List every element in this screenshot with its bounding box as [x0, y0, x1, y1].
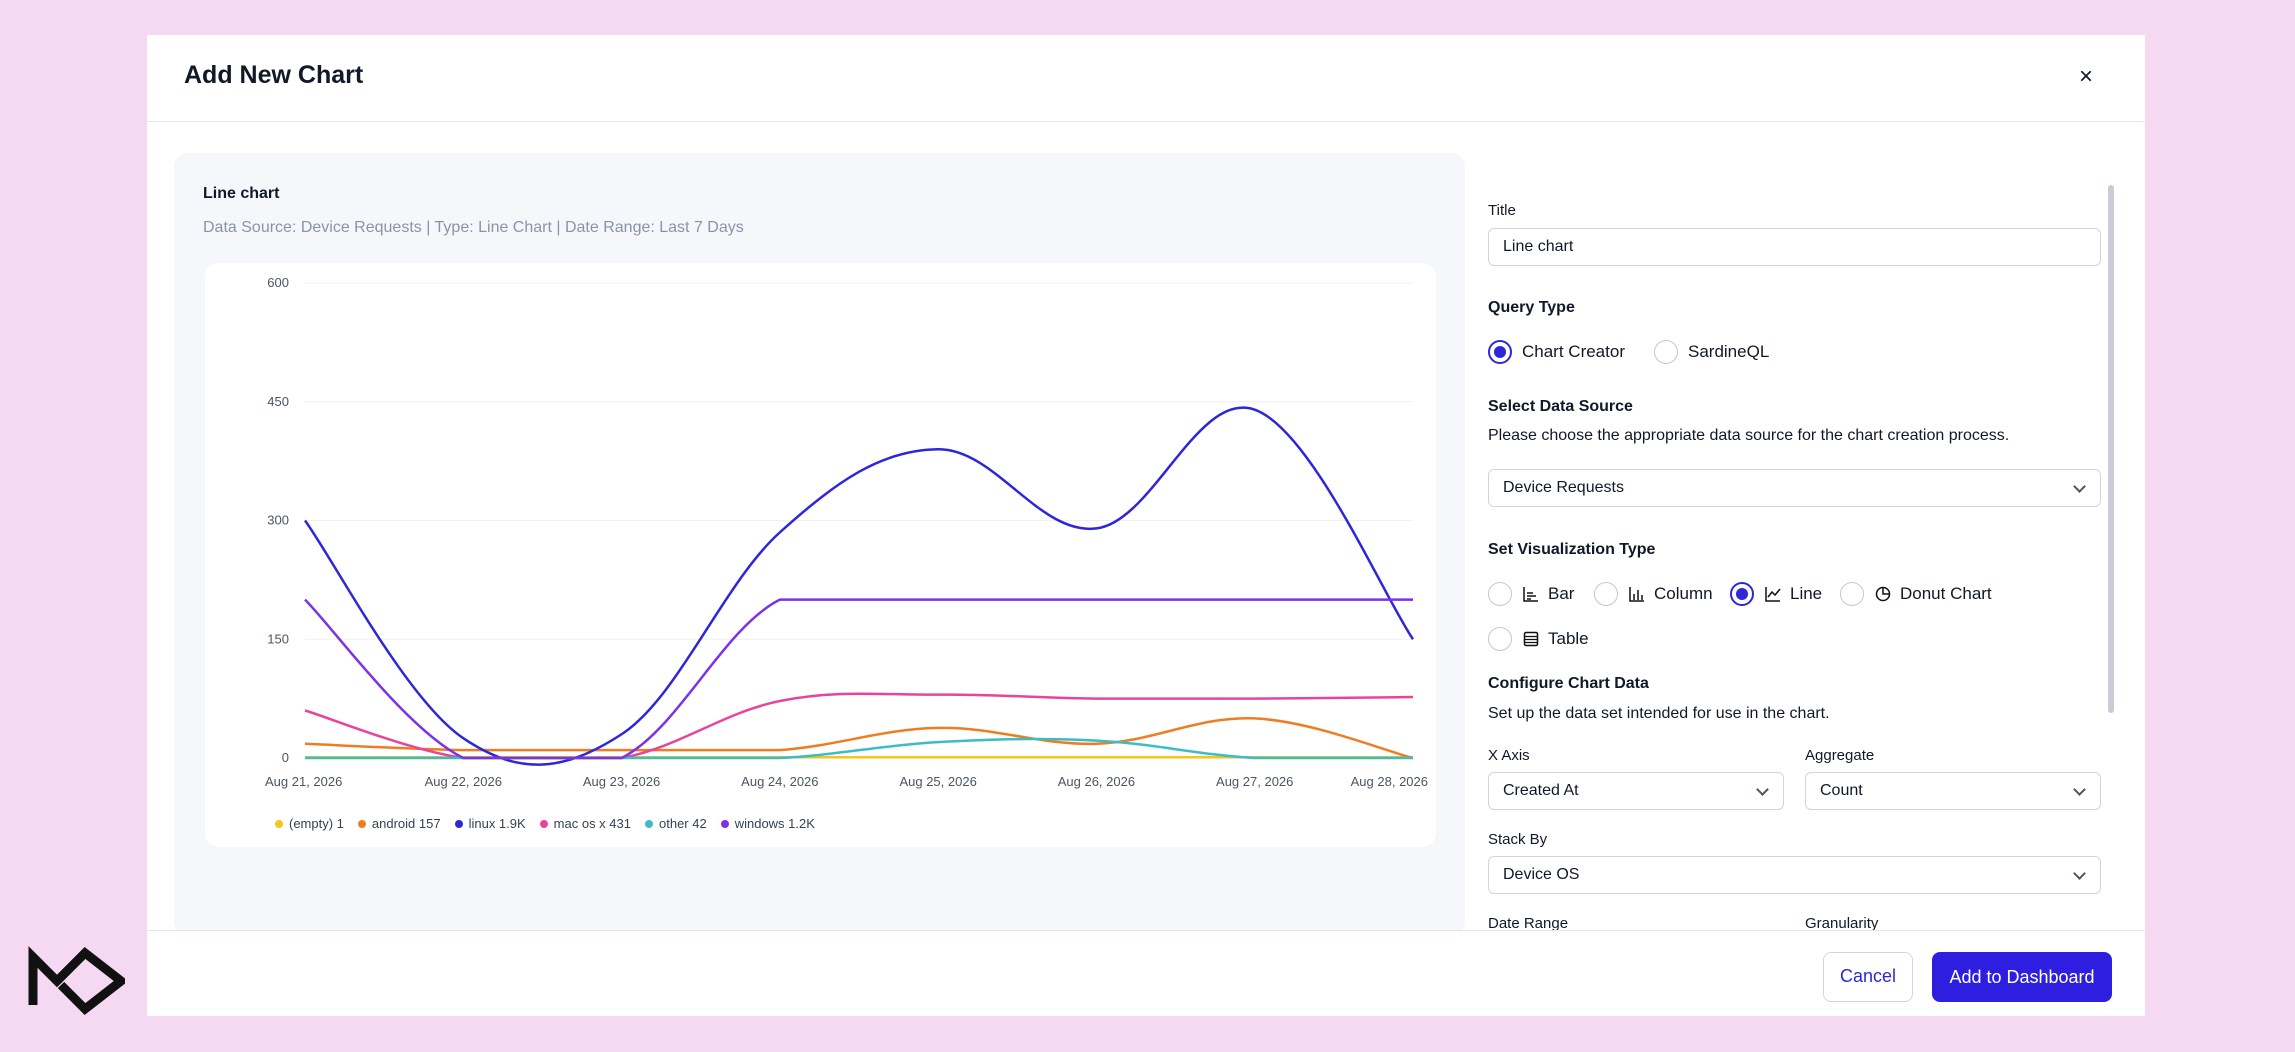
x-axis-label: X Axis	[1488, 747, 1530, 764]
chart-card: 0 150 300 450 600 Aug 21, 2026 Aug 22, 2026 Aug…	[205, 263, 1436, 847]
legend-label: (empty) 1	[289, 816, 344, 831]
legend-item[interactable]: android 157	[357, 816, 441, 831]
legend-dot-icon	[539, 819, 548, 828]
x-tick-label: Aug 21, 2026	[265, 774, 342, 789]
y-tick-label: 600	[267, 275, 289, 290]
vis-option-label: Bar	[1548, 584, 1575, 603]
x-tick-label: Aug 22, 2026	[425, 774, 502, 789]
radio-icon[interactable]	[1488, 627, 1512, 651]
data-source-select[interactable]: Device Requests	[1488, 469, 2101, 507]
vis-option-donut[interactable]: Donut Chart	[1840, 582, 1992, 606]
line-chart-icon	[1765, 587, 1781, 602]
configure-label: Configure Chart Data	[1488, 675, 1649, 692]
legend-dot-icon	[357, 819, 366, 828]
radio-icon[interactable]	[1840, 582, 1864, 606]
stack-by-select[interactable]: Device OS	[1488, 856, 2101, 894]
query-option-label: SardineQL	[1688, 342, 1770, 361]
radio-icon[interactable]	[1594, 582, 1618, 606]
configure-hint: Set up the data set intended for use in …	[1488, 705, 1830, 722]
query-type-label: Query Type	[1488, 299, 1575, 316]
y-tick-label: 150	[267, 631, 289, 646]
query-option-sardineql[interactable]: SardineQL	[1654, 340, 1769, 364]
legend-dot-icon	[275, 819, 283, 828]
legend-label: android 157	[371, 816, 441, 831]
title-label: Title	[1488, 202, 1516, 219]
x-tick-label: Aug 27, 2026	[1216, 774, 1293, 789]
legend-item[interactable]: linux 1.9K	[454, 816, 526, 831]
legend-label: windows 1.2K	[734, 816, 815, 831]
radio-selected-icon[interactable]	[1488, 340, 1512, 364]
data-source-hint: Please choose the appropriate data sourc…	[1488, 427, 2010, 444]
chart-config-form: Title Line chart Query Type Chart Creato…	[1488, 153, 2118, 935]
add-chart-modal: Add New Chart × Line chart Data Source: …	[147, 35, 2145, 1016]
series-line-mac-os-x[interactable]	[304, 692, 1414, 760]
vis-option-line[interactable]: Line	[1730, 582, 1822, 606]
legend-item[interactable]: (empty) 1	[275, 816, 344, 831]
radio-selected-icon[interactable]	[1730, 582, 1754, 606]
preview-title: Line chart	[203, 185, 280, 202]
legend-item[interactable]: windows 1.2K	[720, 816, 815, 831]
legend-dot-icon	[720, 819, 729, 828]
vis-option-label: Line	[1790, 584, 1823, 603]
y-tick-label: 0	[282, 750, 289, 765]
preview-subtitle: Data Source: Device Requests | Type: Lin…	[203, 219, 744, 236]
brand-logo-icon	[28, 946, 125, 1015]
line-chart: 0 150 300 450 600 Aug 21, 2026 Aug 22, 2026 Aug…	[265, 275, 1428, 789]
legend-label: other 42	[659, 816, 707, 831]
radio-icon[interactable]	[1654, 340, 1678, 364]
legend-dot-icon	[645, 819, 653, 828]
vis-option-label: Column	[1654, 584, 1713, 603]
series-line-android[interactable]	[304, 717, 1414, 760]
form-scrollbar[interactable]	[2108, 185, 2114, 713]
x-tick-label: Aug 28, 2026	[1351, 774, 1428, 789]
radio-icon[interactable]	[1488, 582, 1512, 606]
aggregate-select[interactable]: Count	[1805, 772, 2101, 810]
legend-item[interactable]: mac os x 431	[539, 816, 631, 831]
add-to-dashboard-button[interactable]: Add to Dashboard	[1932, 952, 2112, 1002]
modal-header: Add New Chart ×	[147, 35, 2145, 122]
query-option-chart-creator[interactable]: Chart Creator	[1488, 340, 1625, 364]
x-tick-label: Aug 25, 2026	[899, 774, 976, 789]
x-axis-select[interactable]: Created At	[1488, 772, 1784, 810]
modal-title: Add New Chart	[184, 61, 364, 89]
modal-footer: Cancel Add to Dashboard	[147, 930, 2145, 1016]
x-tick-label: Aug 23, 2026	[583, 774, 660, 789]
column-chart-icon	[1629, 587, 1644, 602]
vis-option-column[interactable]: Column	[1594, 582, 1713, 606]
x-tick-label: Aug 24, 2026	[741, 774, 818, 789]
query-option-label: Chart Creator	[1522, 342, 1625, 361]
donut-chart-icon	[1875, 586, 1891, 602]
close-icon[interactable]: ×	[2078, 63, 2093, 90]
series-line-windows[interactable]	[304, 598, 1413, 760]
vis-option-label: Donut Chart	[1900, 584, 1992, 603]
y-tick-label: 450	[267, 394, 289, 409]
data-source-label: Select Data Source	[1488, 398, 1633, 415]
vis-type-label: Set Visualization Type	[1488, 541, 1656, 558]
legend-dot-icon	[454, 819, 463, 828]
title-input[interactable]: Line chart	[1488, 228, 2101, 266]
vis-option-table[interactable]: Table	[1488, 627, 1589, 651]
legend-label: linux 1.9K	[468, 816, 526, 831]
vis-option-label: Table	[1548, 629, 1589, 648]
x-tick-label: Aug 26, 2026	[1058, 774, 1135, 789]
bar-chart-icon	[1523, 587, 1538, 602]
date-range-label: Date Range	[1488, 915, 1569, 932]
legend-item[interactable]: other 42	[645, 816, 707, 831]
vis-option-bar[interactable]: Bar	[1488, 582, 1574, 606]
series-line-linux[interactable]	[303, 406, 1415, 766]
stack-by-label: Stack By	[1488, 831, 1548, 848]
table-icon	[1523, 631, 1539, 647]
granularity-label: Granularity	[1805, 915, 1879, 932]
cancel-button[interactable]: Cancel	[1823, 952, 1913, 1002]
y-tick-label: 300	[267, 513, 289, 528]
legend-label: mac os x 431	[553, 816, 631, 831]
aggregate-label: Aggregate	[1805, 747, 1875, 764]
chart-legend: (empty) 1 android 157 linux 1.9K mac os x 4…	[275, 816, 815, 831]
chart-preview-panel: Line chart Data Source: Device Requests …	[174, 153, 1465, 935]
